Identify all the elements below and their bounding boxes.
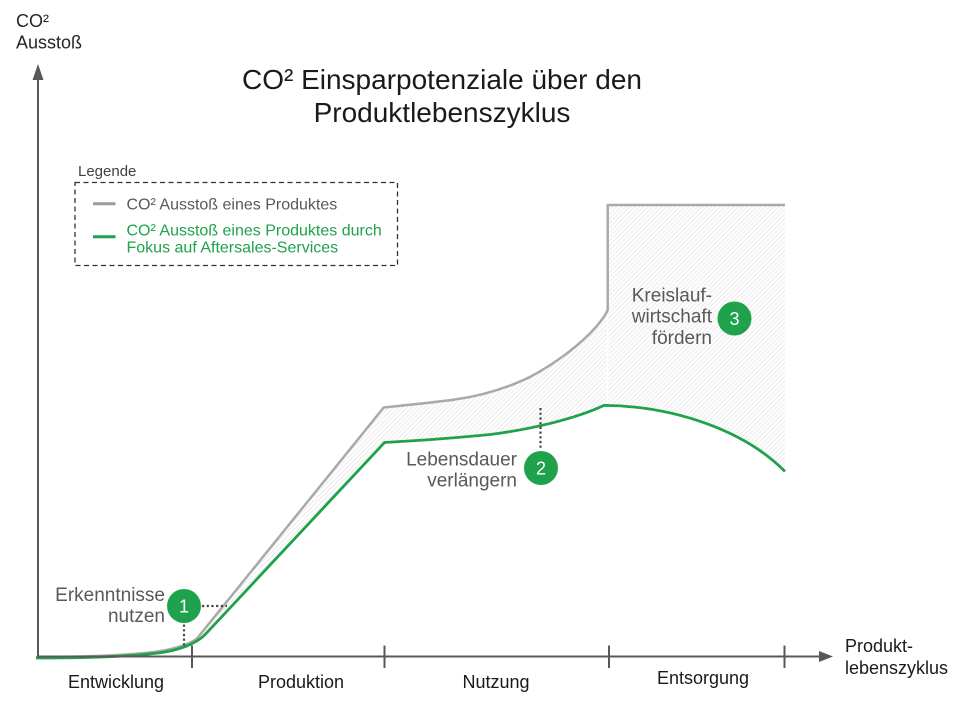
svg-text:CO² Einsparpotenziale über den: CO² Einsparpotenziale über den (242, 64, 642, 95)
svg-text:Kreislauf-: Kreislauf- (632, 286, 712, 307)
svg-text:nutzen: nutzen (108, 606, 165, 627)
svg-text:1: 1 (179, 597, 189, 617)
svg-text:Produkt-: Produkt- (845, 636, 913, 656)
svg-text:Nutzung: Nutzung (462, 672, 529, 692)
svg-text:CO² Ausstoß eines Produktes du: CO² Ausstoß eines Produktes durch (127, 223, 382, 240)
svg-text:CO²: CO² (16, 11, 49, 31)
svg-text:Produktion: Produktion (258, 672, 344, 692)
svg-text:Lebensdauer: Lebensdauer (406, 450, 518, 471)
svg-text:fördern: fördern (652, 328, 712, 349)
svg-text:Produktlebenszyklus: Produktlebenszyklus (314, 97, 571, 128)
svg-text:2: 2 (536, 459, 546, 479)
svg-text:Entsorgung: Entsorgung (657, 668, 749, 688)
svg-text:Fokus auf Aftersales-Services: Fokus auf Aftersales-Services (127, 240, 339, 257)
svg-text:Erkenntnisse: Erkenntnisse (55, 585, 165, 606)
svg-text:Ausstoß: Ausstoß (16, 33, 82, 53)
svg-text:3: 3 (729, 309, 739, 329)
svg-text:CO² Ausstoß eines Produktes: CO² Ausstoß eines Produktes (127, 197, 338, 214)
svg-text:Legende: Legende (78, 163, 136, 180)
svg-text:wirtschaft: wirtschaft (631, 307, 713, 328)
svg-text:lebenszyklus: lebenszyklus (845, 658, 948, 678)
svg-text:Entwicklung: Entwicklung (68, 672, 164, 692)
svg-text:verlängern: verlängern (427, 471, 517, 492)
